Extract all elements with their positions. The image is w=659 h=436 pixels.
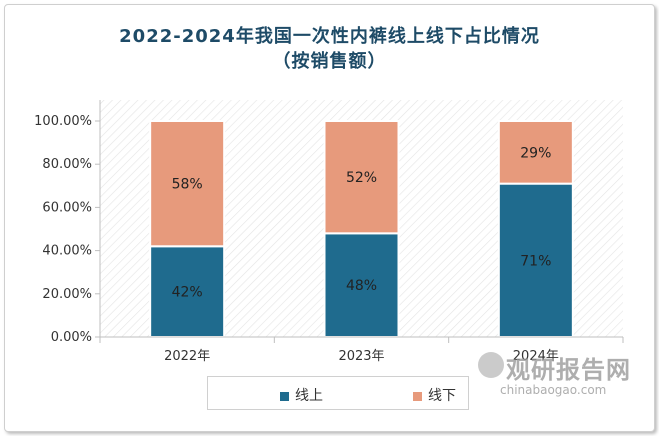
y-tick-label: 0.00% [51,330,92,345]
x-tick-label: 2023年 [338,349,384,364]
chart-title: 2022-2024年我国一次性内裤线上线下占比情况 [119,26,540,47]
bar-segment-offline [497,120,574,185]
y-tick-label: 40.00% [42,244,92,259]
bar-segment-online [323,232,400,339]
chart-subtitle: （按销售额） [272,51,387,72]
watermark-url: chinabaogao.com [500,383,607,397]
y-tick-label: 80.00% [42,157,92,172]
legend: 线上 线下 [207,376,469,410]
legend-item-online: 线上 [280,385,323,405]
legend-swatch-offline [413,391,422,401]
legend-item-offline: 线下 [413,385,456,405]
data-label: 48% [346,278,377,294]
watermark-text: 观研报告网 [506,356,631,384]
legend-label-offline: 线下 [428,388,456,404]
legend-swatch-online [280,391,289,401]
legend-label-online: 线上 [295,388,323,404]
watermark-logo-icon [478,352,504,378]
data-label: 71% [520,253,551,269]
x-tick-label: 2024年 [513,349,559,364]
bar-segment-online [149,245,226,338]
data-label: 29% [520,145,551,161]
bar-segment-offline [149,120,226,248]
x-tick-label: 2022年 [164,349,210,364]
y-tick-label: 20.00% [42,287,92,302]
y-tick-label: 100.00% [34,114,92,129]
data-label: 52% [346,170,377,186]
data-label: 42% [172,285,203,301]
bar-segment-offline [323,120,400,235]
data-label: 58% [172,177,203,193]
y-tick-label: 60.00% [42,200,92,215]
